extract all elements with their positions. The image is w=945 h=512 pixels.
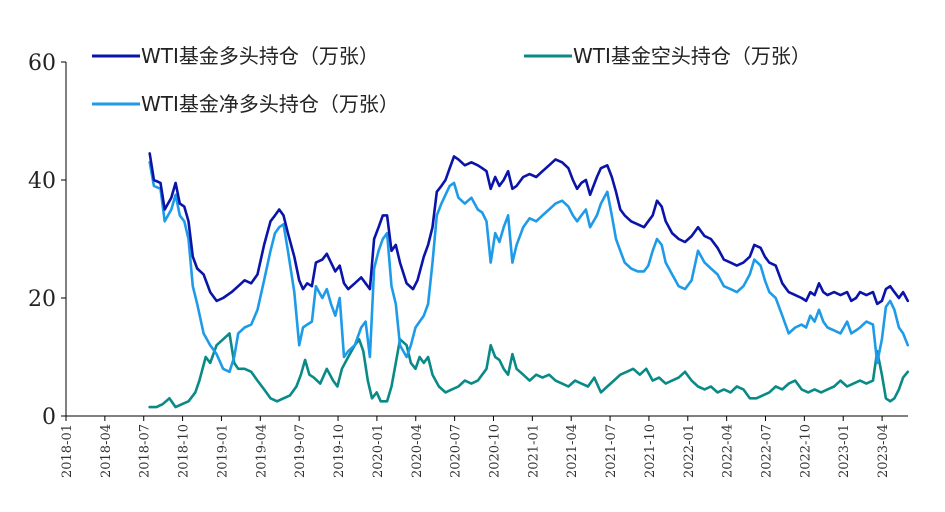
x-tick-label: 2020-10 — [487, 424, 502, 478]
legend-label-net: WTI基金净多头持仓（万张） — [141, 92, 399, 116]
axes: 0 20 40 60 2018-01 2018-04 2018-07 2018-10 2019-… — [28, 51, 908, 478]
x-tick-label: 2021-10 — [643, 424, 658, 478]
x-tick-label: 2019-04 — [254, 424, 269, 478]
legend-label-short: WTI基金空头持仓（万张） — [573, 44, 811, 68]
x-tick-label: 2022-07 — [760, 424, 775, 478]
x-tick-label: 2021-07 — [604, 424, 619, 478]
x-tick-label: 2019-01 — [215, 424, 230, 478]
series-line-long — [148, 152, 910, 306]
series-layer — [148, 152, 910, 409]
x-tick-label: 2018-01 — [60, 424, 75, 478]
x-tick-label: 2018-04 — [99, 424, 114, 478]
x-tick-label: 2019-10 — [332, 424, 347, 478]
x-tick-label: 2020-04 — [410, 424, 425, 478]
y-tick-label: 60 — [28, 51, 56, 76]
legend-entry-short: WTI基金空头持仓（万张） — [524, 44, 811, 68]
legend-label-long: WTI基金多头持仓（万张） — [141, 44, 379, 68]
y-tick-label: 0 — [42, 405, 56, 430]
x-tick-label: 2022-01 — [682, 424, 697, 478]
legend-entry-net: WTI基金净多头持仓（万张） — [92, 92, 399, 116]
x-tick-label: 2023-01 — [837, 424, 852, 478]
series-line-net — [148, 161, 910, 374]
x-tick-label: 2021-01 — [526, 424, 541, 478]
x-tick-label: 2022-10 — [798, 424, 813, 478]
x-tick-label: 2018-07 — [138, 424, 153, 478]
y-tick-label: 20 — [28, 287, 56, 312]
x-tick-label: 2023-04 — [876, 424, 891, 478]
y-tick-label: 40 — [28, 169, 56, 194]
x-tick-label: 2019-07 — [293, 424, 308, 478]
x-tick-label: 2021-04 — [565, 424, 580, 478]
legend: WTI基金多头持仓（万张） WTI基金空头持仓（万张） WTI基金净多头持仓（万… — [92, 44, 811, 116]
x-tick-label: 2018-10 — [177, 424, 192, 478]
x-tick-label: 2020-01 — [371, 424, 386, 478]
legend-entry-long: WTI基金多头持仓（万张） — [92, 44, 379, 68]
x-tick-label: 2022-04 — [721, 424, 736, 478]
series-line-short — [148, 332, 910, 409]
x-tick-label: 2020-07 — [449, 424, 464, 478]
